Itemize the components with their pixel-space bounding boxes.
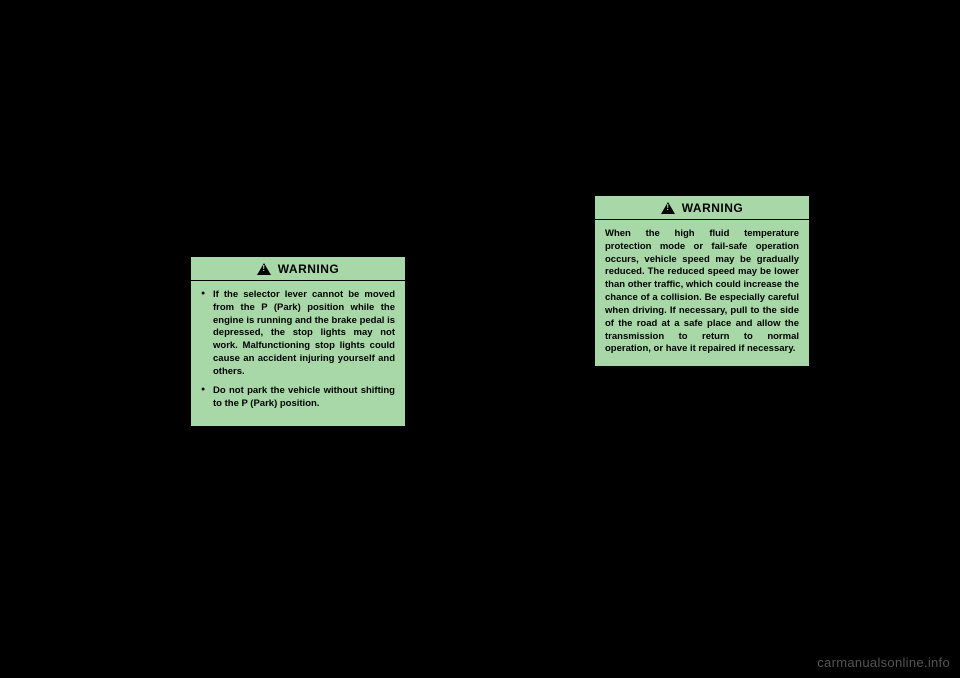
warning-header-2: WARNING (595, 196, 809, 220)
warning-triangle-icon (257, 263, 271, 275)
warning-header-1: WARNING (191, 257, 405, 281)
warning-list-1: If the selector lever cannot be moved fr… (201, 289, 395, 410)
warning-box-2: WARNING When the high fluid temperature … (595, 196, 809, 366)
warning-item: Do not park the vehicle without shifting… (201, 385, 395, 411)
warning-title-2: WARNING (682, 201, 744, 215)
warning-body-1: If the selector lever cannot be moved fr… (191, 281, 405, 426)
warning-item: If the selector lever cannot be moved fr… (201, 289, 395, 379)
warning-triangle-icon (661, 202, 675, 214)
warning-body-2: When the high fluid temperature protecti… (595, 220, 809, 366)
warning-title-1: WARNING (278, 262, 340, 276)
watermark-text: carmanualsonline.info (817, 655, 950, 670)
warning-paragraph: When the high fluid temperature protecti… (605, 228, 799, 356)
warning-box-1: WARNING If the selector lever cannot be … (191, 257, 405, 426)
page-root: WARNING If the selector lever cannot be … (0, 0, 960, 678)
